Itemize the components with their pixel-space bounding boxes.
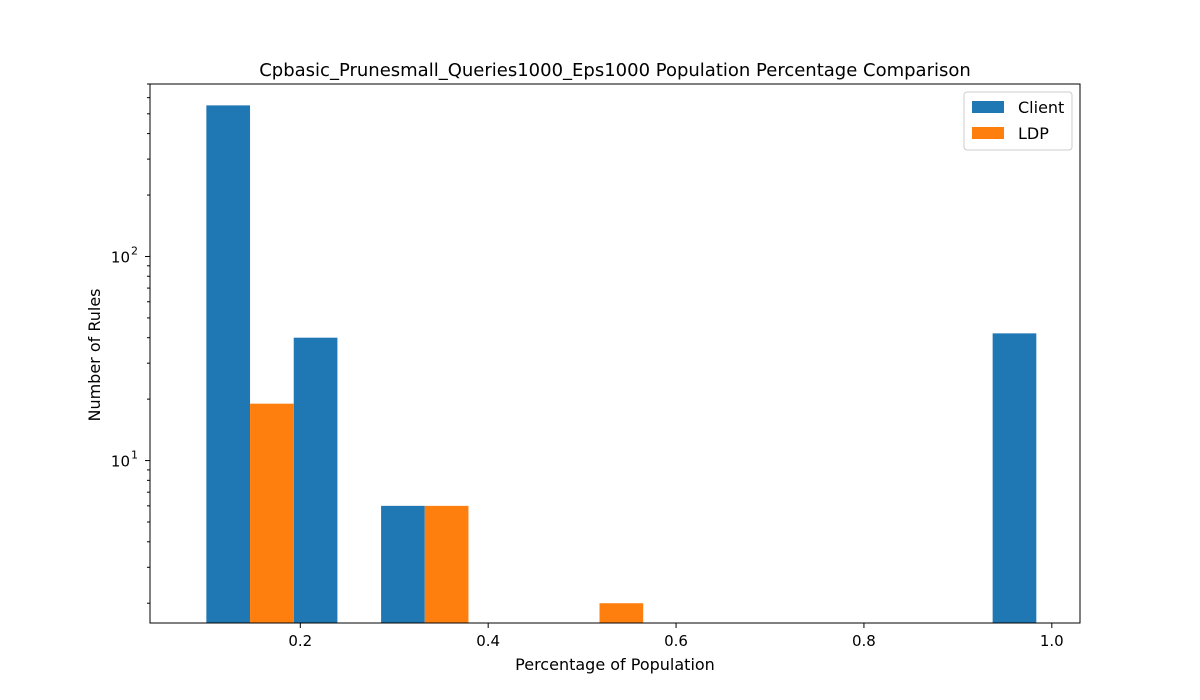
y-axis-label: Number of Rules (85, 288, 104, 421)
bar-ldp-2 (599, 603, 644, 623)
legend-swatch-ldp (972, 127, 1004, 139)
x-axis-ticks: 0.2 0.4 0.6 0.8 1.0 (288, 623, 1064, 650)
bars-group (206, 105, 1037, 623)
chart-title: Cpbasic_Prunesmall_Queries1000_Eps1000 P… (259, 60, 971, 81)
y-tick-exponent-1: 2 (131, 244, 138, 257)
plot-frame (149, 83, 1081, 624)
x-tick-label-2: 0.6 (664, 632, 688, 650)
bar-client-1 (293, 337, 338, 623)
bar-ldp-1 (424, 505, 469, 623)
legend-label-ldp: LDP (1018, 124, 1049, 143)
bar-client-2 (381, 505, 425, 623)
legend-label-client: Client (1018, 98, 1064, 117)
y-tick-exponent-0: 1 (131, 449, 138, 462)
legend: Client LDP (963, 91, 1073, 151)
x-tick-label-4: 1.0 (1040, 632, 1064, 650)
legend-swatch-client (972, 101, 1004, 113)
bar-client-3 (992, 333, 1037, 623)
x-tick-label-1: 0.4 (476, 632, 500, 650)
bar-client-0 (206, 105, 251, 623)
y-tick-label-0: 10 (111, 453, 130, 471)
x-tick-label-0: 0.2 (288, 632, 312, 650)
x-tick-label-3: 0.8 (852, 632, 876, 650)
bar-ldp-0 (250, 403, 294, 623)
y-tick-label-1: 10 (111, 248, 130, 266)
x-axis-label: Percentage of Population (515, 655, 715, 674)
